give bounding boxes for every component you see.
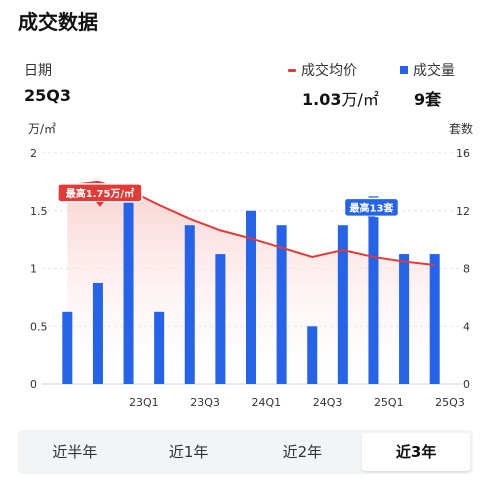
max-price-callout-label: 最高1.75万/㎡ <box>66 187 134 200</box>
x-tick-label: 25Q3 <box>435 396 465 409</box>
date-label: 日期 <box>24 63 52 79</box>
legend-price-label: 成交均价 <box>301 63 357 79</box>
max-price-callout-pointer <box>95 201 104 207</box>
volume-bar <box>215 254 226 384</box>
date-value: 25Q3 <box>24 86 71 105</box>
y-right-tick-label: 0 <box>463 378 470 391</box>
period-tabs: 近半年 近1年 近2年 近3年 <box>18 430 473 474</box>
volume-bar <box>429 254 440 384</box>
y-right-tick-label: 12 <box>456 205 470 218</box>
price-unit: 万/㎡ <box>341 90 379 109</box>
x-tick-label: 25Q1 <box>374 396 404 409</box>
tab-3-years[interactable]: 近3年 <box>362 433 470 471</box>
price-volume-chart: 0 0 0.5 4 1 8 1.5 12 2 16 23Q1 23Q3 24Q1 24Q3 25Q1 25Q3… <box>30 147 470 409</box>
right-axis-unit: 套数 <box>448 122 473 136</box>
page-title: 成交数据 <box>18 10 98 34</box>
tab-half-year[interactable]: 近半年 <box>52 443 98 461</box>
volume-bar <box>307 326 318 384</box>
volume-bar <box>184 225 195 384</box>
left-axis-unit: 万/㎡ <box>28 122 57 136</box>
legend-volume: 成交量 <box>400 60 455 80</box>
x-tick-label: 23Q1 <box>129 396 159 409</box>
price-line-swatch <box>288 68 296 72</box>
volume-value: 9套 <box>414 86 441 110</box>
volume-bar <box>399 254 410 384</box>
y-right-tick-label: 16 <box>456 147 470 160</box>
volume-number: 9 <box>414 90 426 109</box>
legend-volume-label: 成交量 <box>413 63 455 79</box>
x-tick-label: 24Q1 <box>251 396 281 409</box>
y-left-tick-label: 2 <box>30 147 37 160</box>
max-volume-callout-label: 最高13套 <box>350 201 395 214</box>
y-left-tick-label: 1 <box>30 263 37 276</box>
price-number: 1.03 <box>302 90 342 109</box>
y-left-tick-label: 1.5 <box>30 205 48 218</box>
y-left-tick-label: 0.5 <box>30 320 48 333</box>
volume-unit: 套 <box>425 90 442 109</box>
volume-bar <box>154 311 165 384</box>
volume-bar <box>92 282 103 384</box>
volume-bar <box>62 311 73 384</box>
volume-bar <box>368 196 379 384</box>
y-left-tick-label: 0 <box>30 378 37 391</box>
volume-bar <box>276 225 287 384</box>
x-tick-label: 23Q3 <box>190 396 220 409</box>
max-volume-callout-pointer <box>367 216 376 222</box>
volume-bar <box>123 196 134 384</box>
x-tick-label: 24Q3 <box>313 396 343 409</box>
price-value: 1.03万/㎡ <box>302 86 379 110</box>
y-right-tick-label: 4 <box>463 320 470 333</box>
volume-bar <box>337 225 348 384</box>
volume-bar-swatch <box>400 66 408 74</box>
tab-1-year[interactable]: 近1年 <box>168 443 209 461</box>
y-right-tick-label: 8 <box>463 263 470 276</box>
tab-2-years[interactable]: 近2年 <box>282 443 323 461</box>
volume-bar <box>246 210 256 384</box>
legend-price: 成交均价 <box>288 60 357 80</box>
